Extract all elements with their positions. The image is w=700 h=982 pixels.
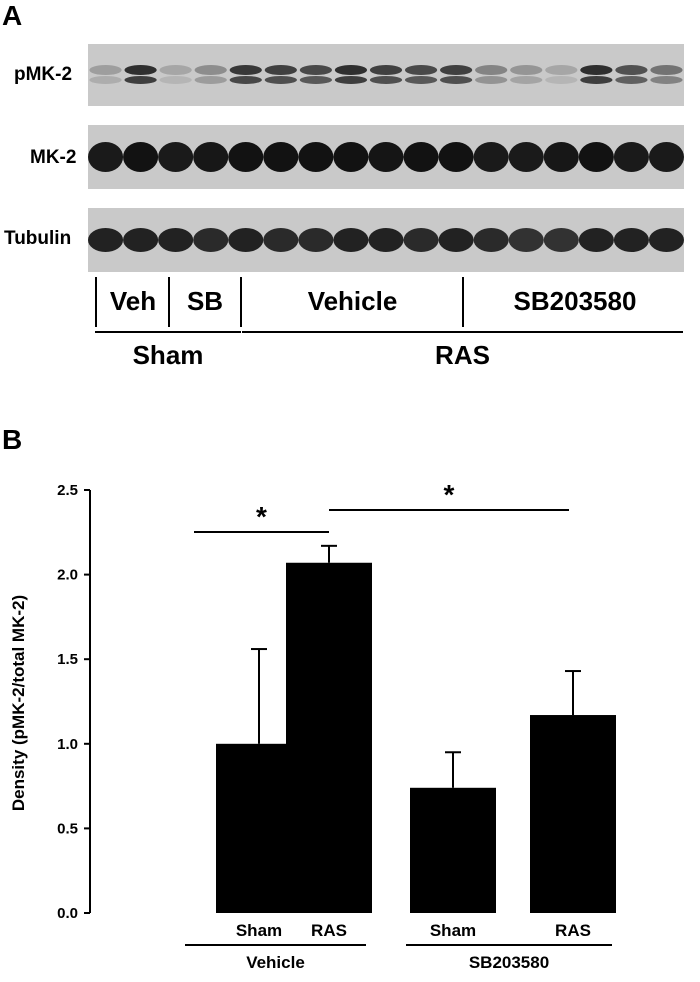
rule-veh-start xyxy=(95,277,97,327)
bar xyxy=(286,562,372,913)
x-category-label: RAS xyxy=(311,921,347,940)
y-tick-label: 2.5 xyxy=(57,482,78,499)
blot-strip-pmk2 xyxy=(88,44,684,106)
bar xyxy=(410,787,496,913)
y-tick-label: 0.5 xyxy=(57,820,78,837)
y-tick-label: 0.0 xyxy=(57,905,78,922)
label-veh: Veh xyxy=(109,286,157,316)
label-sb203580: SB203580 xyxy=(513,286,637,316)
x-category-label: RAS xyxy=(555,921,591,940)
label-sb: SB xyxy=(186,286,224,316)
significance-star: * xyxy=(444,479,455,510)
bar xyxy=(530,715,616,913)
y-tick-label: 1.0 xyxy=(57,736,78,753)
y-axis-label: Density (pMK-2/total MK-2) xyxy=(9,595,28,811)
bar-chart: Density (pMK-2/total MK-2) 0.0 0.5 1.0 1.5 2… xyxy=(9,479,616,972)
rule-vehicle-start xyxy=(240,277,242,327)
rule-sb-start xyxy=(168,277,170,327)
x-category-label: Sham xyxy=(236,921,282,940)
panel-a-letter: A xyxy=(2,0,23,31)
rule-sb203580-start xyxy=(462,277,464,327)
rule-ras xyxy=(242,331,683,333)
blot-strip-tubulin xyxy=(88,208,684,272)
blot-strip-mk2 xyxy=(88,125,684,189)
blot-label-mk2: MK-2 xyxy=(30,147,77,168)
blot-label-tubulin: Tubulin xyxy=(4,228,72,249)
label-sham: Sham xyxy=(132,340,204,370)
x-group-label: SB203580 xyxy=(469,953,549,972)
label-vehicle: Vehicle xyxy=(307,286,398,316)
rule-sham xyxy=(95,331,241,333)
panel-b-letter: B xyxy=(2,424,23,455)
y-tick-label: 1.5 xyxy=(57,651,78,668)
y-tick-label: 2.0 xyxy=(57,567,78,584)
label-ras: RAS xyxy=(435,340,490,370)
x-group-label: Vehicle xyxy=(246,953,305,972)
x-category-label: Sham xyxy=(430,921,476,940)
significance-star: * xyxy=(256,501,267,532)
blot-label-pmk2: pMK-2 xyxy=(14,64,73,85)
